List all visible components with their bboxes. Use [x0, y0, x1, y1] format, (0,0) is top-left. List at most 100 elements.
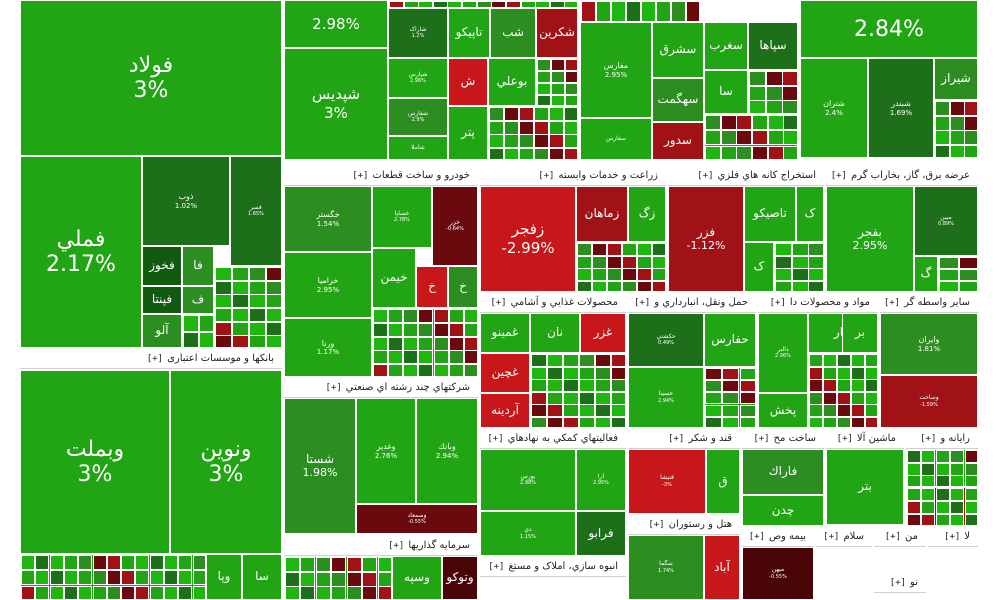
tile-shatran[interactable]: شتران 2.4% [800, 58, 868, 158]
tile-cell[interactable] [865, 404, 877, 417]
tile-cell[interactable] [300, 572, 315, 587]
tile-cell[interactable] [249, 335, 266, 347]
sector-header[interactable]: رايانه و[+] [906, 430, 978, 449]
tile-cell[interactable] [577, 268, 592, 281]
tile-vesmaad[interactable]: وصمعاد -0.55% [356, 504, 478, 534]
tile-cell[interactable] [965, 450, 977, 463]
tile-small[interactable] [20, 554, 206, 600]
sector-header[interactable]: بانکها و موسسات اعتباری[+] [20, 350, 282, 369]
tile-cell[interactable] [637, 268, 652, 281]
tile-small[interactable] [808, 353, 878, 428]
tile-cell[interactable] [489, 148, 504, 159]
tile-cell[interactable] [316, 557, 331, 572]
tile-cell[interactable] [266, 281, 281, 295]
tile-pakhsh[interactable]: پخش [758, 393, 808, 428]
tile-cell[interactable] [622, 243, 637, 256]
tile-cell[interactable] [950, 488, 964, 501]
tile-cell[interactable] [249, 281, 266, 295]
tile-t284[interactable]: 2.84% [800, 0, 978, 58]
tile-cell[interactable] [300, 586, 315, 599]
tile-cell[interactable] [671, 1, 686, 21]
tile-small[interactable] [488, 106, 578, 160]
tile-small[interactable] [704, 114, 798, 160]
tile-cell[interactable] [939, 281, 959, 291]
tile-cell[interactable] [403, 364, 418, 376]
expand-plus-icon[interactable]: [+] [697, 171, 714, 181]
tile-cell[interactable] [564, 148, 577, 159]
tile-cell[interactable] [285, 572, 300, 587]
tile-cell[interactable] [489, 121, 504, 135]
tile-small[interactable] [934, 100, 978, 158]
tile-cell[interactable] [607, 243, 622, 256]
tile-small[interactable] [748, 70, 798, 114]
expand-plus-icon[interactable]: [+] [668, 434, 685, 444]
expand-plus-icon[interactable]: [+] [920, 434, 937, 444]
tile-cell[interactable] [266, 322, 281, 336]
tile-cell[interactable] [596, 1, 611, 21]
tile-cell[interactable] [434, 364, 449, 376]
tile-cell[interactable] [164, 586, 178, 599]
tile-nan[interactable]: نان [530, 313, 580, 353]
tile-cell[interactable] [178, 586, 192, 599]
tile-cell[interactable] [783, 146, 797, 159]
sector-header[interactable]: محصولات غذايي و آشامي[+] [480, 294, 626, 313]
tile-cell[interactable] [722, 405, 739, 417]
tile-cell[interactable] [705, 368, 722, 380]
tile-cell[interactable] [705, 417, 722, 427]
tile-cell[interactable] [936, 514, 950, 525]
tile-cell[interactable] [921, 450, 935, 463]
tile-cell[interactable] [464, 350, 477, 364]
expand-plus-icon[interactable]: [+] [753, 434, 770, 444]
tile-cell[interactable] [232, 335, 249, 347]
tile-cell[interactable] [232, 281, 249, 295]
sector-header[interactable]: ساير واسطه گر[+] [880, 294, 978, 313]
tile-small[interactable] [530, 353, 626, 428]
sector-header[interactable]: سلام[+] [816, 528, 872, 547]
tile-cell[interactable] [823, 417, 837, 427]
tile-veiran[interactable]: وايران 1.81% [880, 313, 978, 375]
tile-cell[interactable] [519, 121, 534, 135]
tile-fameli[interactable]: فملي 2.17% [20, 156, 142, 348]
tile-shasta[interactable]: شستا 1.98% [284, 398, 356, 534]
tile-cell[interactable] [464, 364, 477, 376]
tile-cell[interactable] [809, 354, 823, 367]
tile-cell[interactable] [547, 417, 563, 427]
tile-cell[interactable] [686, 1, 699, 21]
tile-cell[interactable] [373, 350, 388, 364]
tile-cell[interactable] [936, 475, 950, 486]
tile-cell[interactable] [939, 269, 959, 281]
tile-cell[interactable] [721, 115, 737, 130]
tile-cell[interactable] [851, 379, 865, 392]
tile-cell[interactable] [959, 269, 977, 281]
tile-dealborz[interactable]: دالبر 2.96% [758, 313, 808, 393]
tile-cell[interactable] [907, 450, 921, 463]
tile-folad[interactable]: فولاد 3% [20, 0, 282, 156]
tile-zeg[interactable]: زگ [628, 186, 666, 242]
tile-cell[interactable] [266, 308, 281, 322]
tile-cell[interactable] [537, 83, 551, 95]
tile-cell[interactable] [950, 501, 964, 514]
tile-cell[interactable] [865, 417, 877, 427]
tile-small[interactable] [704, 367, 756, 428]
tile-cell[interactable] [433, 1, 448, 7]
expand-plus-icon[interactable]: [+] [836, 434, 853, 444]
tile-cell[interactable] [506, 1, 521, 7]
tile-cell[interactable] [851, 417, 865, 427]
tile-small[interactable] [182, 314, 214, 348]
tile-cell[interactable] [936, 488, 950, 501]
tile-cell[interactable] [551, 71, 565, 83]
tile-cell[interactable] [577, 281, 592, 291]
tile-cell[interactable] [404, 1, 419, 7]
tile-cell[interactable] [199, 315, 213, 332]
tile-cell[interactable] [809, 404, 823, 417]
sector-header[interactable]: قند و شکر[+] [628, 430, 740, 449]
tile-cell[interactable] [936, 450, 950, 463]
tile-cell[interactable] [775, 243, 792, 256]
tile-cell[interactable] [531, 404, 547, 417]
tile-cell[interactable] [564, 134, 577, 148]
tile-cell[interactable] [521, 1, 536, 7]
tile-ara[interactable]: ارا 2.95% [576, 449, 626, 511]
tile-cell[interactable] [782, 86, 797, 101]
tile-cell[interactable] [300, 557, 315, 572]
tile-cell[interactable] [705, 405, 722, 417]
